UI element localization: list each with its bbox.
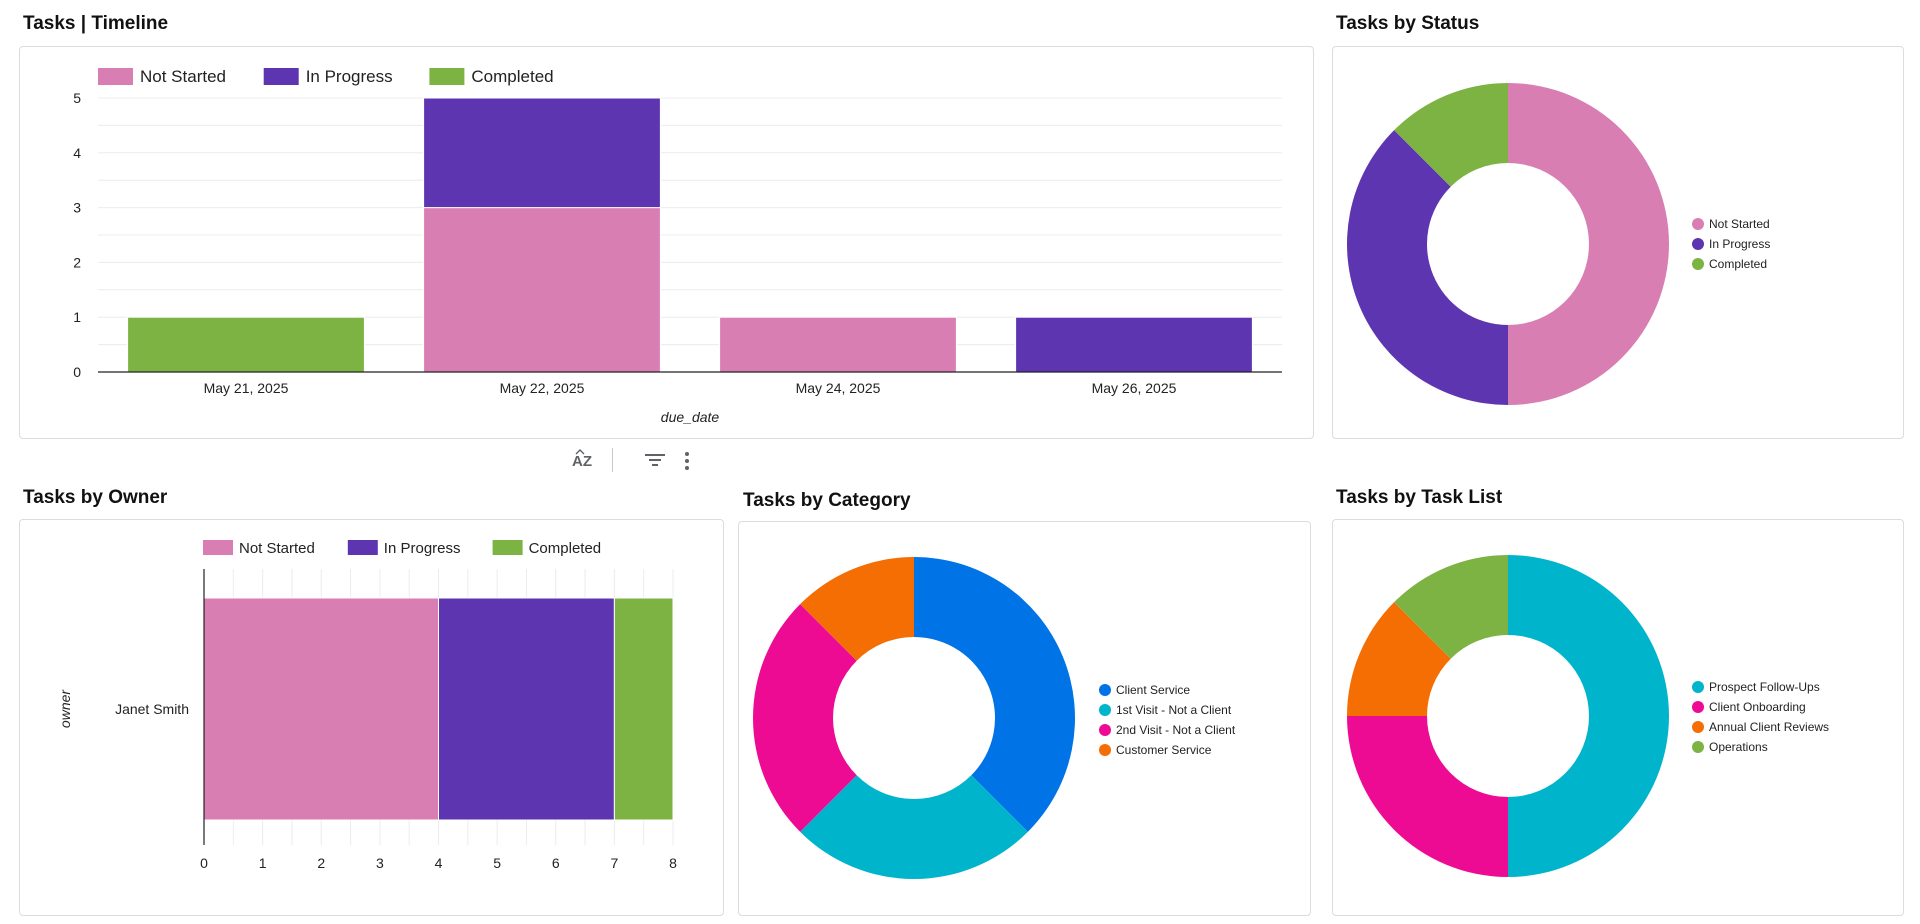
bar-segment bbox=[1015, 316, 1253, 373]
svg-text:AZ: AZ bbox=[572, 453, 592, 470]
legend-label: 2nd Visit - Not a Client bbox=[1116, 723, 1236, 737]
legend-dot bbox=[1692, 721, 1704, 733]
sort-az-icon[interactable]: AZ bbox=[570, 448, 596, 472]
legend-swatch bbox=[429, 68, 465, 85]
tasklist-chart: Prospect Follow-Ups Client Onboarding Annu… bbox=[1347, 555, 1829, 877]
donut-slice bbox=[1508, 555, 1669, 877]
donut-slice bbox=[914, 557, 1075, 832]
donut-slice bbox=[800, 775, 1028, 879]
y-tick-label: 0 bbox=[73, 364, 81, 380]
legend-dot bbox=[1692, 701, 1704, 713]
legend-swatch bbox=[98, 68, 133, 85]
donut-slice bbox=[1347, 602, 1451, 716]
x-tick-label: 0 bbox=[200, 855, 208, 871]
tasklist-title: Tasks by Task List bbox=[1336, 487, 1503, 508]
legend-label: Not Started bbox=[239, 540, 315, 557]
more-vert-icon[interactable] bbox=[682, 450, 692, 472]
owner-title: Tasks by Owner bbox=[23, 487, 168, 508]
x-tick-label: May 24, 2025 bbox=[796, 380, 881, 396]
legend-dot bbox=[1692, 681, 1704, 693]
legend-label: 1st Visit - Not a Client bbox=[1116, 703, 1232, 717]
donut-slice bbox=[1394, 83, 1508, 187]
legend-label: Client Onboarding bbox=[1709, 700, 1806, 714]
status-panel[interactable]: Not Started In Progress Completed bbox=[1332, 46, 1904, 439]
bar-segment bbox=[423, 207, 661, 373]
chart-toolbar: AZ bbox=[568, 446, 708, 476]
tasklist-panel[interactable]: Prospect Follow-Ups Client Onboarding Annu… bbox=[1332, 519, 1904, 916]
bar-segment bbox=[613, 597, 674, 821]
legend-swatch bbox=[203, 540, 233, 555]
legend-swatch bbox=[347, 540, 378, 555]
x-tick-label: 3 bbox=[376, 855, 384, 871]
y-tick-label: 4 bbox=[73, 145, 81, 161]
donut-slice bbox=[1347, 130, 1508, 405]
legend-label: Not Started bbox=[1709, 217, 1770, 231]
legend-label: Not Started bbox=[140, 67, 226, 86]
legend-dot bbox=[1099, 684, 1111, 696]
donut-slice bbox=[800, 557, 914, 661]
x-tick-label: 4 bbox=[435, 855, 443, 871]
legend-label: Annual Client Reviews bbox=[1709, 720, 1829, 734]
y-tick-label: 5 bbox=[73, 90, 81, 106]
donut-slice bbox=[1394, 555, 1508, 659]
status-chart: Not Started In Progress Completed bbox=[1347, 83, 1770, 405]
legend-label: In Progress bbox=[384, 540, 461, 557]
y-tick-label: 1 bbox=[73, 309, 81, 325]
legend-dot bbox=[1692, 218, 1704, 230]
bar-segment bbox=[438, 597, 615, 821]
toolbar-divider bbox=[612, 448, 613, 472]
filter-icon[interactable] bbox=[644, 450, 666, 470]
legend-label: In Progress bbox=[306, 67, 393, 86]
x-tick-label: 7 bbox=[610, 855, 618, 871]
x-tick-label: 2 bbox=[317, 855, 325, 871]
legend-label: Client Service bbox=[1116, 683, 1190, 697]
legend-label: Prospect Follow-Ups bbox=[1709, 680, 1820, 694]
legend-swatch bbox=[263, 68, 299, 85]
bar-segment bbox=[423, 97, 661, 209]
donut-slice bbox=[1347, 716, 1508, 877]
y-tick-label: Janet Smith bbox=[115, 701, 189, 717]
legend-dot bbox=[1692, 238, 1704, 250]
owner-panel[interactable]: 0 1 2 3 4 5 6 7 8 Janet Smith owner Not Started In P… bbox=[19, 519, 724, 916]
x-axis-label: due_date bbox=[661, 409, 720, 425]
legend-dot bbox=[1099, 704, 1111, 716]
x-tick-label: 5 bbox=[493, 855, 501, 871]
bar-segment bbox=[719, 316, 957, 373]
legend-swatch bbox=[492, 540, 523, 555]
legend-label: In Progress bbox=[1709, 237, 1770, 251]
x-tick-label: May 22, 2025 bbox=[500, 380, 585, 396]
legend-dot bbox=[1692, 741, 1704, 753]
y-tick-label: 3 bbox=[73, 200, 81, 216]
bar-segment bbox=[203, 597, 439, 821]
timeline-title: Tasks | Timeline bbox=[23, 13, 169, 34]
x-tick-label: 6 bbox=[552, 855, 560, 871]
legend-label: Completed bbox=[1709, 257, 1767, 271]
y-axis-label: owner bbox=[57, 689, 73, 728]
legend-label: Customer Service bbox=[1116, 743, 1212, 757]
x-tick-label: 1 bbox=[259, 855, 267, 871]
category-chart: Client Service 1st Visit - Not a Client 2n… bbox=[753, 557, 1236, 879]
timeline-panel[interactable]: 0 1 2 3 4 5 May 21, 2025 May 22, 2025 May 24, 20… bbox=[19, 46, 1314, 439]
legend-dot bbox=[1099, 724, 1111, 736]
x-tick-label: May 26, 2025 bbox=[1092, 380, 1177, 396]
legend-label: Completed bbox=[529, 540, 602, 557]
legend-dot bbox=[1692, 258, 1704, 270]
timeline-chart: 0 1 2 3 4 5 May 21, 2025 May 22, 2025 May 24, 20… bbox=[73, 67, 1282, 425]
owner-chart: 0 1 2 3 4 5 6 7 8 Janet Smith owner Not Started In P… bbox=[57, 540, 677, 871]
legend-label: Completed bbox=[471, 67, 553, 86]
donut-slice bbox=[1508, 83, 1669, 405]
x-tick-label: May 21, 2025 bbox=[204, 380, 289, 396]
category-title: Tasks by Category bbox=[743, 490, 911, 511]
status-title: Tasks by Status bbox=[1336, 13, 1480, 34]
donut-slice bbox=[753, 604, 857, 832]
category-panel[interactable]: Client Service 1st Visit - Not a Client 2n… bbox=[738, 521, 1311, 916]
legend-dot bbox=[1099, 744, 1111, 756]
legend-label: Operations bbox=[1709, 740, 1768, 754]
x-tick-label: 8 bbox=[669, 855, 677, 871]
y-tick-label: 2 bbox=[73, 254, 81, 270]
bar-segment bbox=[127, 316, 365, 373]
